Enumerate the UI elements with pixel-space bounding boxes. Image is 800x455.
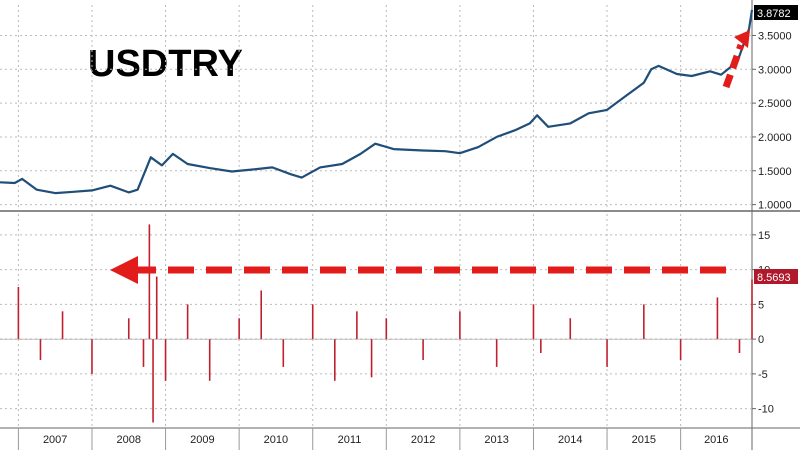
grid-top xyxy=(0,34,752,206)
annotation-arrow-bottom-head xyxy=(110,256,138,284)
y-tick-label-top: 1.5000 xyxy=(758,166,792,178)
usdtry-line xyxy=(0,9,754,195)
last-value-box-top xyxy=(754,5,798,20)
x-tick-label: 2010 xyxy=(264,434,288,446)
x-tick-label: 2008 xyxy=(117,434,141,446)
x-tick-label: 2015 xyxy=(632,434,656,446)
line-series xyxy=(0,9,754,195)
x-tick-label: 2014 xyxy=(558,434,582,446)
x-tick-label: 2016 xyxy=(704,434,728,446)
y-tick-label-top: 2.5000 xyxy=(758,98,792,110)
y-tick-label-bottom: 0 xyxy=(758,334,764,346)
chart-title: USDTRY xyxy=(88,43,243,85)
y-tick-label-bottom: 15 xyxy=(758,230,770,242)
y-tick-label-bottom: -10 xyxy=(758,404,774,416)
x-tick-label: 2011 xyxy=(338,434,362,446)
bar-series xyxy=(0,224,753,423)
last-value-label-bottom: 8.5693 xyxy=(757,272,791,284)
x-tick-label: 2013 xyxy=(484,434,508,446)
annotation-arrow-top-line xyxy=(722,43,745,89)
last-value-label-top: 3.8782 xyxy=(757,8,791,20)
y-ticks-top: 1.0000 1.5000 2.0000 2.5000 3.0000 3.5000 xyxy=(752,30,792,212)
y-tick-label-bottom: -5 xyxy=(758,369,768,381)
annotation-arrow-top-head xyxy=(734,30,750,48)
y-tick-label-top: 2.0000 xyxy=(758,132,792,144)
y-tick-label-top: 3.5000 xyxy=(758,30,792,42)
y-tick-label-top: 3.0000 xyxy=(758,64,792,76)
last-value-box-bottom xyxy=(754,269,798,284)
x-tick-label: 2009 xyxy=(190,434,214,446)
y-tick-label-top: 1.0000 xyxy=(758,200,792,212)
x-tick-label: 2007 xyxy=(43,434,67,446)
x-tick-label: 2012 xyxy=(411,434,435,446)
y-tick-label-bottom: 5 xyxy=(758,299,764,311)
x-ticks: 2007 2008 2009 2010 2011 2012 2013 2014 2015 2016 xyxy=(43,434,729,446)
